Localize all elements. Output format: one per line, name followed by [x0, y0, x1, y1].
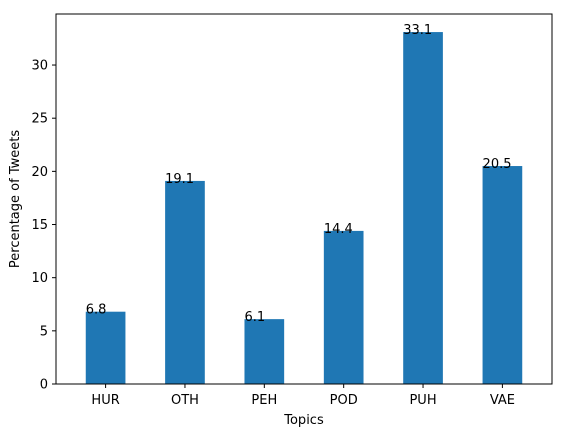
y-axis-ticks: 0 5 10 15 20 25 30 [31, 59, 56, 393]
bars-group [86, 32, 522, 384]
y-axis-label: Percentage of Tweets [8, 130, 23, 268]
y-tick-label-30: 30 [31, 59, 48, 74]
y-tick-label-15: 15 [31, 218, 48, 233]
y-tick-label-5: 5 [40, 324, 48, 339]
data-label-hur: 6.8 [86, 303, 107, 318]
x-tick-label-oth: OTH [171, 393, 199, 408]
y-tick-label-0: 0 [40, 378, 48, 393]
data-label-oth: 19.1 [165, 172, 194, 187]
x-tick-label-pod: POD [330, 393, 358, 408]
x-tick-label-peh: PEH [251, 393, 277, 408]
x-tick-label-vae: VAE [490, 393, 515, 408]
bar-puh [403, 32, 443, 384]
x-tick-label-puh: PUH [409, 393, 436, 408]
bar-oth [165, 181, 205, 384]
data-label-peh: 6.1 [244, 310, 265, 325]
bar-peh [244, 319, 284, 384]
x-tick-label-hur: HUR [91, 393, 119, 408]
bar-hur [86, 312, 126, 384]
y-tick-label-10: 10 [31, 271, 48, 286]
data-label-puh: 33.1 [403, 23, 432, 38]
y-tick-label-20: 20 [31, 165, 48, 180]
data-labels-group: 6.8 19.1 6.1 14.4 33.1 20.5 [86, 23, 512, 325]
y-tick-label-25: 25 [31, 112, 48, 127]
x-axis-label: Topics [283, 413, 324, 428]
x-axis-ticks: HUR OTH PEH POD PUH VAE [91, 384, 515, 408]
data-label-pod: 14.4 [324, 222, 353, 237]
plot-frame [56, 14, 552, 384]
data-label-vae: 20.5 [483, 157, 512, 172]
bar-vae [483, 166, 523, 384]
bar-pod [324, 231, 364, 384]
